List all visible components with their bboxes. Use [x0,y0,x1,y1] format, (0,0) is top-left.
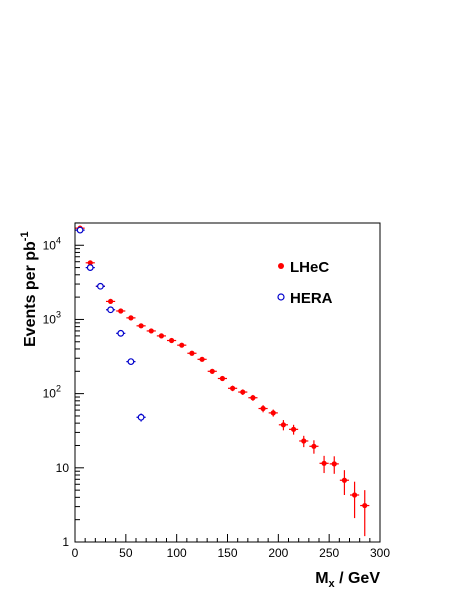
x-axis-title-unit: / GeV [335,570,381,587]
y-tick-label: 104 [43,235,61,252]
data-point [168,337,175,344]
y-axis: 1 10 102 103 104 [43,222,84,549]
y-axis-title-sup: -1 [19,231,31,241]
x-axis-title: Mx / GeV [315,570,380,590]
y-axis-title: Events per pb-1 [19,231,39,347]
data-point [199,356,205,362]
data-point [97,282,104,290]
data-point [362,502,368,509]
data-series [75,225,370,537]
y-tick-label: 10 [56,461,70,475]
data-point [321,460,327,466]
data-point [158,333,165,339]
y-tick-label: 1 [62,535,69,549]
series-hera [75,226,146,422]
data-point [117,329,125,337]
data-point [127,358,135,366]
x-tick-label: 150 [217,546,237,560]
data-point [209,368,215,374]
data-point [351,492,358,498]
data-point [290,426,297,432]
data-point [260,405,266,412]
legend-label-hera: HERA [290,290,333,307]
y-axis-title-main: Events per pb [22,241,39,347]
legend-label-lhec: LHeC [290,259,329,276]
data-point [270,410,276,416]
data-point [148,328,154,334]
data-point [76,226,84,234]
data-point [280,422,287,428]
data-point [331,461,337,467]
data-point [107,306,114,314]
data-point [301,438,307,444]
legend-marker-lhec [278,263,284,269]
series-lhec [75,225,370,537]
data-point [219,375,226,382]
data-point [138,323,144,329]
data-point [250,395,256,401]
data-point [86,264,94,271]
y-tick-label: 102 [43,384,61,401]
data-point [118,308,124,314]
x-tick-label: 50 [119,546,133,560]
data-point [107,298,114,305]
x-tick-label: 0 [72,546,79,560]
data-point [341,477,348,483]
x-axis: 0 50 100 150 200 250 300 [72,534,390,560]
plot-frame [74,222,381,543]
x-axis-title-sub: x [329,578,336,590]
data-point [229,385,236,391]
data-point [240,389,246,395]
x-tick-label: 250 [319,546,339,560]
data-point [189,350,195,356]
legend: LHeC HERA [277,259,333,307]
y-tick-label: 103 [43,309,61,326]
data-point [87,260,93,266]
legend-marker-hera [277,293,285,301]
data-point [128,315,134,321]
x-axis-title-main: M [315,570,328,587]
x-tick-label: 300 [370,546,390,560]
x-tick-label: 100 [167,546,187,560]
data-point [179,342,185,348]
data-point [311,443,317,449]
data-point [137,413,145,421]
x-tick-label: 200 [268,546,288,560]
